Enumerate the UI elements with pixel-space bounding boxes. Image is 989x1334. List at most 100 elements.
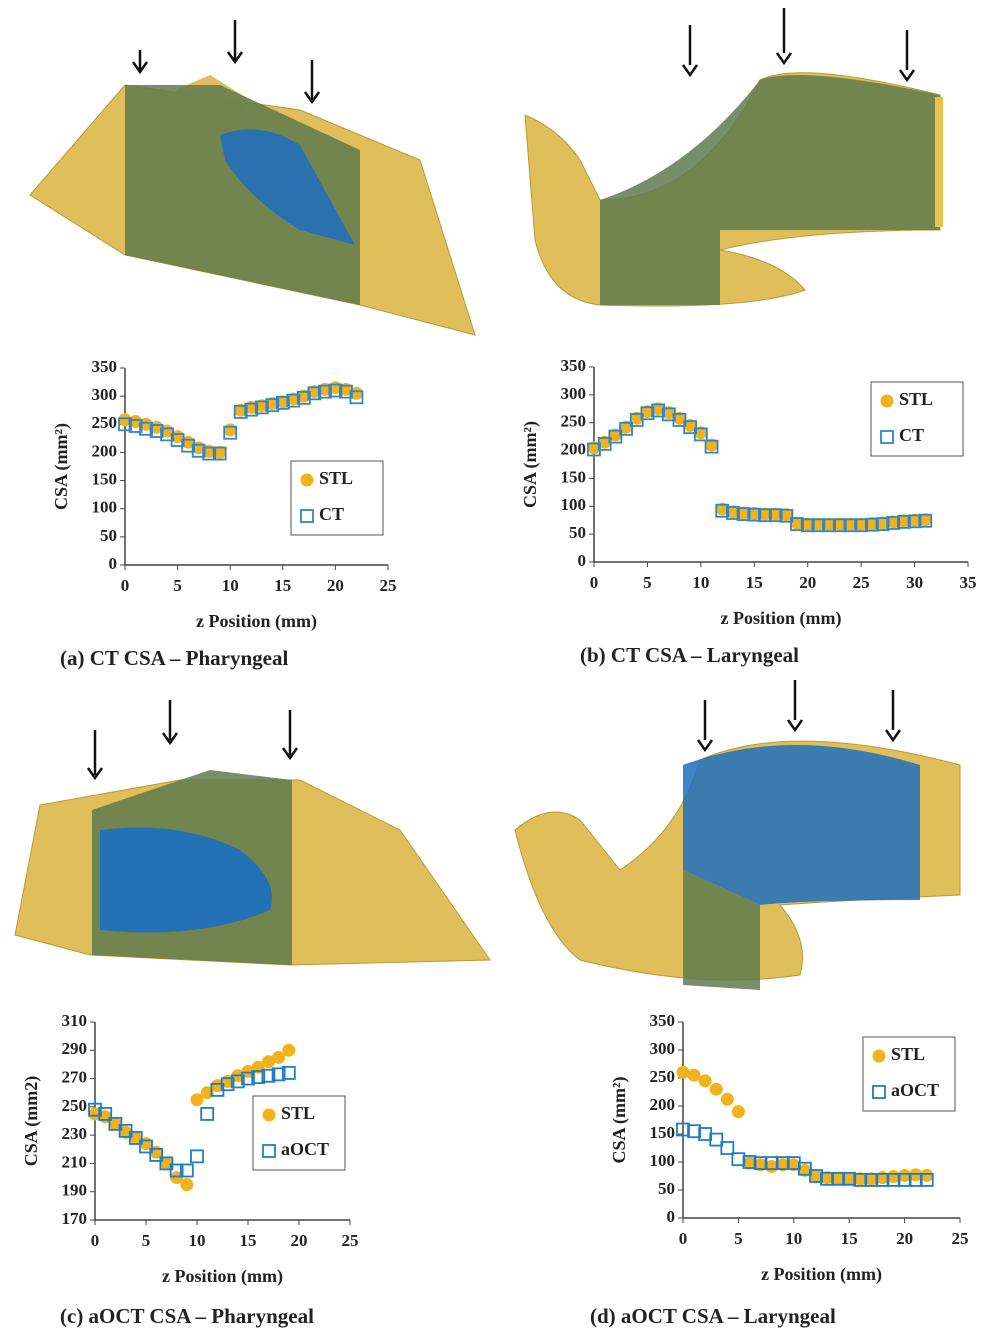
- x-tick-label: 25: [342, 1231, 359, 1250]
- x-tick-label: 0: [91, 1231, 100, 1250]
- y-tick-label: 50: [569, 523, 586, 542]
- y-tick-label: 150: [92, 469, 118, 488]
- x-axis-title: z Position (mm): [761, 1264, 882, 1285]
- x-tick-label: 15: [274, 576, 291, 595]
- legend-marker: [301, 474, 314, 487]
- x-tick-label: 15: [841, 1229, 858, 1248]
- x-tick-label: 15: [240, 1231, 257, 1250]
- x-tick-label: 0: [679, 1229, 688, 1248]
- x-tick-label: 5: [142, 1231, 151, 1250]
- y-tick-label: 350: [92, 357, 118, 376]
- y-tick-label: 310: [62, 1011, 88, 1030]
- y-tick-label: 170: [62, 1209, 88, 1228]
- y-tick-label: 270: [62, 1067, 88, 1086]
- y-tick-label: 250: [62, 1096, 88, 1115]
- x-tick-label: 25: [952, 1229, 969, 1248]
- point: [224, 423, 237, 436]
- y-tick-label: 350: [561, 356, 587, 375]
- render-d: [515, 680, 960, 990]
- y-tick-label: 300: [92, 385, 118, 404]
- x-tick-label: 20: [327, 576, 344, 595]
- chart: 170 190 210 230 250 270 290 310 0 5 10 15 20 25 z Posi…: [21, 1011, 358, 1328]
- y-tick-label: 50: [658, 1179, 675, 1198]
- point: [180, 1178, 193, 1191]
- y-tick-label: 0: [578, 551, 587, 570]
- x-axis-title: z Position (mm): [721, 608, 842, 629]
- y-tick-label: 200: [92, 441, 118, 460]
- render-c: [15, 700, 490, 965]
- x-tick-label: 10: [785, 1229, 802, 1248]
- y-tick-label: 200: [650, 1095, 676, 1114]
- y-tick-label: 100: [650, 1151, 676, 1170]
- y-tick-label: 100: [561, 495, 587, 514]
- y-tick-label: 230: [62, 1124, 88, 1143]
- y-tick-label: 350: [650, 1011, 676, 1030]
- x-tick-label: 15: [746, 573, 763, 592]
- x-tick-label: 25: [380, 576, 397, 595]
- caption: (b) CT CSA – Laryngeal: [580, 643, 799, 667]
- x-tick-label: 35: [960, 573, 977, 592]
- y-tick-label: 250: [650, 1067, 676, 1086]
- x-tick-label: 20: [799, 573, 816, 592]
- y-tick-label: 200: [561, 439, 587, 458]
- y-axis-title: CSA (mm²): [51, 423, 72, 510]
- render-a: [30, 20, 475, 335]
- x-tick-label: 5: [734, 1229, 743, 1248]
- y-axis-title: CSA (mm²): [520, 421, 541, 508]
- x-tick-label: 20: [896, 1229, 913, 1248]
- point: [677, 1066, 690, 1079]
- legend-label: STL: [899, 389, 933, 409]
- point: [282, 1044, 295, 1057]
- legend-label: STL: [319, 468, 353, 488]
- y-tick-label: 300: [561, 384, 587, 403]
- x-tick-label: 0: [590, 573, 599, 592]
- y-tick-label: 190: [62, 1181, 88, 1200]
- legend-marker: [881, 395, 894, 408]
- x-tick-label: 25: [853, 573, 870, 592]
- legend-label: aOCT: [891, 1080, 939, 1100]
- x-axis-title: z Position (mm): [196, 611, 317, 632]
- y-tick-label: 250: [561, 412, 587, 431]
- x-tick-label: 5: [643, 573, 652, 592]
- caption: (c) aOCT CSA – Pharyngeal: [60, 1304, 314, 1328]
- y-tick-label: 100: [92, 498, 118, 517]
- x-tick-label: 30: [906, 573, 923, 592]
- y-tick-label: 290: [62, 1039, 88, 1058]
- point: [732, 1105, 745, 1118]
- legend-label: aOCT: [281, 1139, 329, 1159]
- render-b: [525, 8, 943, 306]
- x-tick-label: 0: [121, 576, 130, 595]
- x-tick-label: 10: [222, 576, 239, 595]
- point: [688, 1069, 701, 1082]
- y-tick-label: 210: [62, 1152, 88, 1171]
- chart: 05010015020025030035005101520253035z Pos…: [520, 356, 976, 667]
- legend-label: STL: [281, 1103, 315, 1123]
- point: [201, 1108, 213, 1120]
- legend-marker: [873, 1050, 886, 1063]
- y-tick-label: 250: [92, 413, 118, 432]
- x-tick-label: 10: [189, 1231, 206, 1250]
- y-tick-label: 300: [650, 1039, 676, 1058]
- point: [191, 1150, 203, 1162]
- x-axis-title: z Position (mm): [162, 1266, 283, 1287]
- y-tick-label: 0: [667, 1207, 676, 1226]
- caption: (d) aOCT CSA – Laryngeal: [590, 1304, 836, 1328]
- point: [721, 1093, 734, 1106]
- legend-label: CT: [899, 425, 924, 445]
- figure: 0501001502002503003500510152025z Positio…: [0, 0, 989, 1334]
- y-tick-label: 0: [109, 554, 118, 573]
- y-axis-title: CSA (mm²): [609, 1077, 630, 1164]
- x-tick-label: 5: [173, 576, 182, 595]
- legend-label: CT: [319, 504, 344, 524]
- caption: (a) CT CSA – Pharyngeal: [60, 646, 288, 670]
- legend-label: STL: [891, 1044, 925, 1064]
- chart: 0 50 100 150 200 250 300 350 0 5 10 15 20 25 z Positio…: [590, 1011, 969, 1328]
- point: [699, 1074, 712, 1087]
- x-tick-label: 10: [692, 573, 709, 592]
- point: [710, 1083, 723, 1096]
- chart: 0 50 100 150 200 250 300 350 0 5 10 15 20 25 z Positio…: [51, 357, 396, 670]
- y-tick-label: 150: [650, 1123, 676, 1142]
- legend-marker: [263, 1109, 276, 1122]
- y-tick-label: 50: [100, 526, 117, 545]
- x-tick-label: 20: [291, 1231, 308, 1250]
